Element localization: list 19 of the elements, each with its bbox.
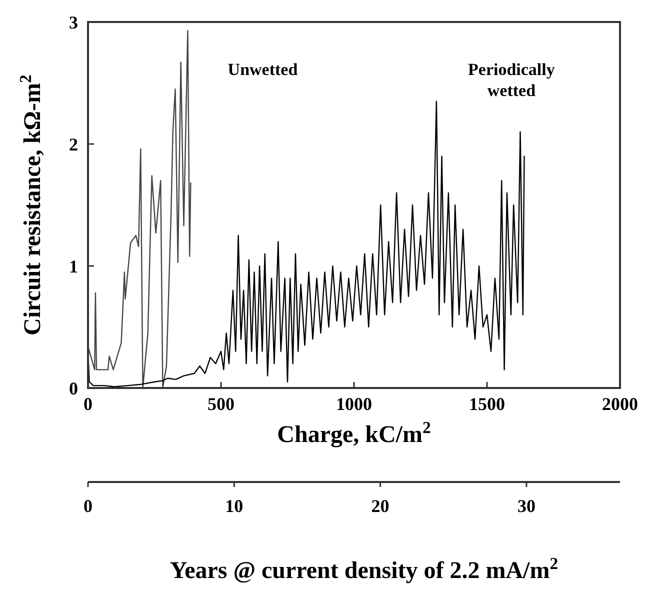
y-tick-label: 3 <box>69 12 78 32</box>
series-label: Periodically wetted <box>468 60 556 100</box>
y-tick-label: 0 <box>69 378 78 398</box>
x2-tick-label: 30 <box>517 496 536 516</box>
x2-tick-label: 0 <box>84 496 92 516</box>
x-tick-label: 1000 <box>336 394 372 414</box>
x2-axis-title: Years @ current density of 2.2 mA/m$^{2}$ <box>170 554 558 584</box>
text: Unwetted <box>228 60 298 79</box>
x-tick-label: 2000 <box>602 394 638 414</box>
x2-tick-label: 20 <box>371 496 390 516</box>
line-series <box>87 30 192 389</box>
x-tick-label: 500 <box>208 394 234 414</box>
line-series <box>87 100 525 388</box>
y-tick-label: 2 <box>69 134 78 154</box>
x-tick-label: 0 <box>84 394 92 414</box>
x-axis-title: Charge, kC/m$^{2}$ <box>277 418 431 448</box>
y-tick-label: 1 <box>69 256 78 276</box>
x-tick-label: 1500 <box>469 394 505 414</box>
x2-tick-label: 10 <box>225 496 244 516</box>
